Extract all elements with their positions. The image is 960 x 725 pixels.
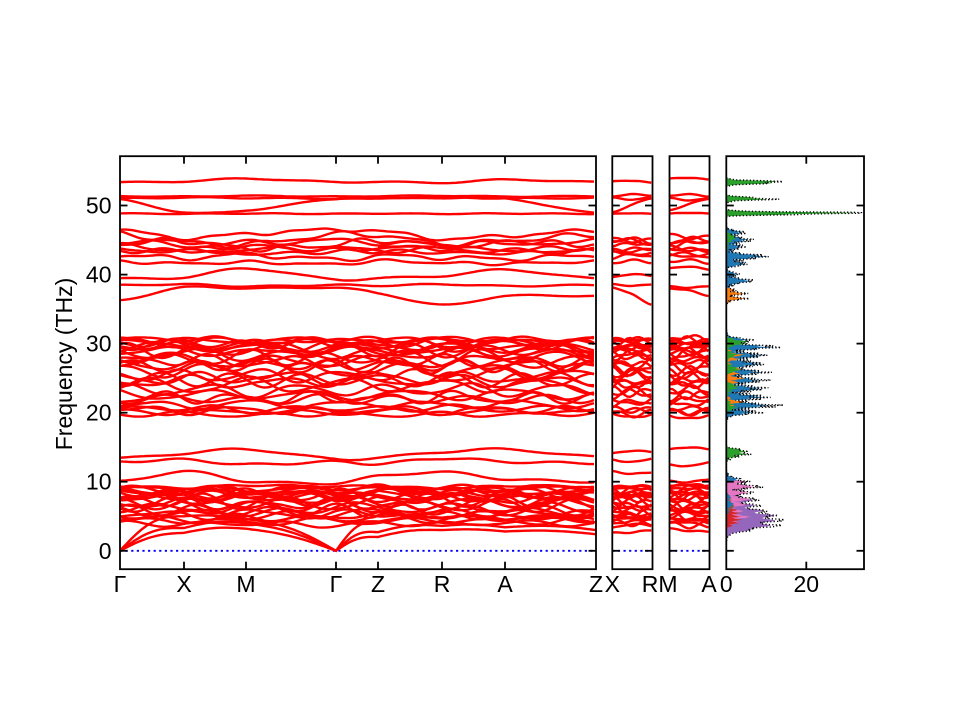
svg-text:20: 20	[794, 571, 820, 597]
svg-text:0: 0	[720, 571, 733, 597]
svg-text:X: X	[176, 571, 191, 597]
svg-text:A: A	[497, 571, 513, 597]
svg-text:Z: Z	[371, 571, 385, 597]
svg-text:0: 0	[99, 538, 112, 564]
svg-text:30: 30	[86, 331, 112, 357]
svg-text:A: A	[701, 571, 717, 597]
svg-text:M: M	[236, 571, 255, 597]
svg-text:X: X	[605, 571, 620, 597]
svg-text:Frequency (THz): Frequency (THz)	[51, 278, 77, 451]
svg-text:R: R	[434, 571, 451, 597]
svg-text:M: M	[658, 571, 677, 597]
svg-text:50: 50	[86, 193, 112, 219]
svg-text:Γ: Γ	[330, 571, 343, 597]
svg-text:10: 10	[86, 469, 112, 495]
svg-text:40: 40	[86, 262, 112, 288]
svg-text:20: 20	[86, 400, 112, 426]
svg-text:Γ: Γ	[114, 571, 127, 597]
svg-text:R: R	[642, 571, 659, 597]
svg-text:Z: Z	[589, 571, 603, 597]
